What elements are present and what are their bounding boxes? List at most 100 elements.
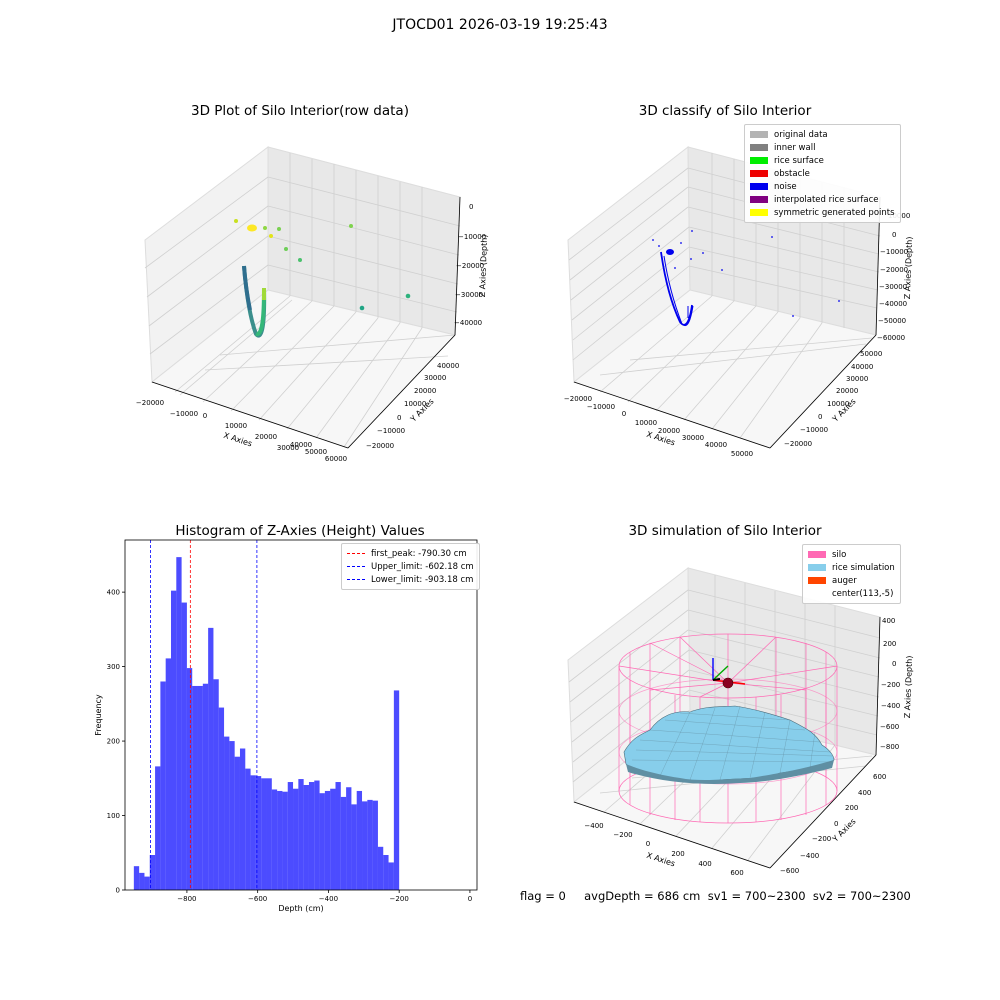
panel1-points xyxy=(234,219,411,311)
legend-swatch xyxy=(808,564,826,571)
histogram-bar xyxy=(271,789,278,890)
panel2-xtick: 10000 xyxy=(635,419,657,427)
histogram-bar xyxy=(165,658,171,890)
panel1-ytick: 30000 xyxy=(424,374,446,382)
panel1-ztick: −40000 xyxy=(454,319,482,327)
histogram-bar xyxy=(139,872,145,890)
histogram-xtick-label: −800 xyxy=(177,895,196,903)
figure-title: JTOCD01 2026-03-19 19:25:43 xyxy=(392,17,608,33)
panel4-ztick: 200 xyxy=(883,640,896,648)
y-direction-arrow xyxy=(712,665,729,681)
histogram-bar xyxy=(303,785,309,890)
histogram-bar xyxy=(261,778,267,890)
legend-swatch xyxy=(750,144,768,151)
panel4-xtick: 400 xyxy=(698,860,711,868)
legend-label: inner wall xyxy=(774,142,816,153)
legend-entry: interpolated rice surface xyxy=(750,193,895,206)
histogram-bar xyxy=(298,779,304,890)
panel1-xtick: 10000 xyxy=(225,422,247,430)
panel1-xtick: 40000 xyxy=(290,441,312,449)
panel2-ytick: −20000 xyxy=(784,440,812,448)
panel4-xtick: −200 xyxy=(613,831,632,839)
panel4-ytick: 600 xyxy=(873,773,886,781)
panel1-ytick: 10000 xyxy=(404,400,426,408)
legend-label: obstacle xyxy=(774,168,810,179)
panel1-xtick: 30000 xyxy=(277,444,299,452)
panel4-xtick: 200 xyxy=(671,850,684,858)
panel4-ytick: 400 xyxy=(858,789,871,797)
legend-swatch xyxy=(808,577,826,584)
histogram-bar xyxy=(324,790,331,890)
panel2-ztick: 0 xyxy=(892,231,896,239)
histogram-bar xyxy=(277,790,283,890)
histogram-xtick-label: 0 xyxy=(468,895,472,903)
panel4-ytick: −400 xyxy=(800,852,819,860)
legend-label: symmetric generated points xyxy=(774,207,895,218)
histogram-bar xyxy=(330,788,336,890)
legend-swatch xyxy=(750,131,768,138)
panel4-xtick: 0 xyxy=(646,840,650,848)
histogram-bar xyxy=(319,793,325,890)
legend-label: Lower_limit: -903.18 cm xyxy=(371,574,474,585)
histogram-bar xyxy=(160,681,166,890)
histogram-bar xyxy=(362,801,368,890)
legend-swatch xyxy=(750,209,768,216)
panel4-ytick: 200 xyxy=(845,804,858,812)
legend-entry: inner wall xyxy=(750,141,895,154)
panel2-xtick: −10000 xyxy=(587,403,615,411)
legend-label: first_peak: -790.30 cm xyxy=(371,548,467,559)
panel2-xtick: 0 xyxy=(622,410,626,418)
histogram-bar xyxy=(282,791,288,890)
panel4-xtick: 600 xyxy=(730,869,743,877)
legend-entry: obstacle xyxy=(750,167,895,180)
legend-entry: first_peak: -790.30 cm xyxy=(347,547,474,560)
histogram-bar xyxy=(239,748,246,890)
histogram-ytick-label: 0 xyxy=(116,887,120,895)
panel2-zlabel: Z Axies (Depth) xyxy=(903,236,914,299)
panel1-ztick: −20000 xyxy=(456,262,484,270)
panel1-xtick: −10000 xyxy=(170,410,198,418)
panel1-xtick: 50000 xyxy=(305,448,327,456)
panel2-ztick: −30000 xyxy=(879,283,907,291)
legend-swatch xyxy=(750,183,768,190)
legend-label: silo xyxy=(832,549,847,560)
panel1-ytick: −20000 xyxy=(366,442,394,450)
panel2-xtick: 20000 xyxy=(658,427,680,435)
histogram-bar xyxy=(133,866,140,890)
histogram-bar xyxy=(197,685,203,890)
legend-label: auger xyxy=(832,575,857,586)
legend-swatch xyxy=(808,551,826,558)
panel2-legend: original data inner wall rice surface ob… xyxy=(744,124,901,223)
legend-label: rice simulation xyxy=(832,562,895,573)
legend-line xyxy=(347,553,365,554)
histogram-bar xyxy=(308,782,315,890)
panel4-ztick: 0 xyxy=(892,660,896,668)
histogram-title: Histogram of Z-Axies (Height) Values xyxy=(175,523,425,539)
panel1-xtick: 0 xyxy=(203,412,207,420)
histogram-bar xyxy=(213,679,219,890)
legend-entry: Upper_limit: -602.18 cm xyxy=(347,560,474,573)
histogram-xlabel: Depth (cm) xyxy=(278,904,323,913)
panel4-xtick: −400 xyxy=(584,822,603,830)
panel1-zlabel: Z Axies (Depth) xyxy=(478,234,489,297)
panel2-noise-points xyxy=(652,230,840,317)
histogram-bar xyxy=(351,804,357,890)
histogram-bar xyxy=(149,855,156,890)
panel2-title: 3D classify of Silo Interior xyxy=(638,103,812,119)
histogram-bar xyxy=(314,780,320,890)
legend-line xyxy=(347,579,365,580)
panel1-ytick: 0 xyxy=(397,414,401,422)
histogram-frame xyxy=(124,539,478,891)
histogram-bar xyxy=(245,768,251,890)
panel4-ytick: −600 xyxy=(780,867,799,875)
legend-swatch xyxy=(750,157,768,164)
legend-swatch xyxy=(750,170,768,177)
panel4-ztick: 400 xyxy=(882,617,895,625)
legend-label: rice surface xyxy=(774,155,824,166)
histogram-bar xyxy=(335,782,341,890)
histogram-bar xyxy=(266,778,272,890)
histogram-bar xyxy=(155,766,161,890)
histogram-bar xyxy=(383,855,389,890)
